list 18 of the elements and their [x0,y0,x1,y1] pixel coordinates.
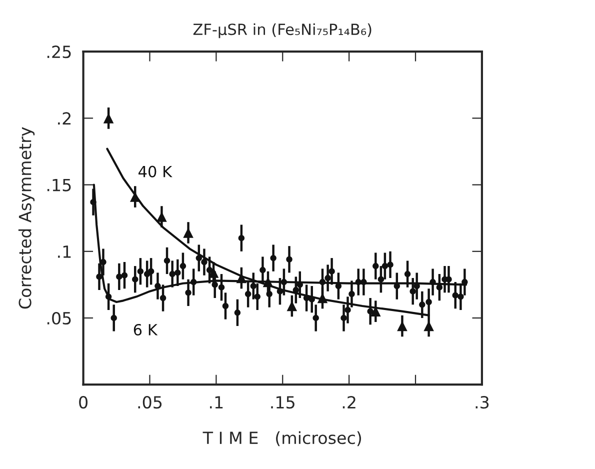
chart-title: ZF-μSR in (Fe₅Ni₇₅P₁₄B₆) [193,23,372,38]
y-tick-label: .15 [47,178,71,192]
y-tick-label: .1 [58,246,71,258]
series-label: 6 K [134,324,158,336]
x-tick-label: .2 [342,396,356,408]
series-label: 40 K [138,166,172,178]
y-axis-title: Corrected Asymmetry [18,127,35,309]
x-tick-label: .05 [138,396,162,409]
point [183,228,194,238]
y-tick-label: .25 [47,46,71,58]
x-tick-label: .15 [271,396,294,409]
x-tick-label: .3 [476,396,489,409]
y-tick-label: .05 [47,312,71,325]
x-tick-label: 0 [79,396,88,409]
x-axis-title: T I M E (microsec) [202,431,361,446]
y-tick-label: .2 [58,112,71,125]
point [156,212,167,222]
x-tick-label: .1 [210,396,223,408]
